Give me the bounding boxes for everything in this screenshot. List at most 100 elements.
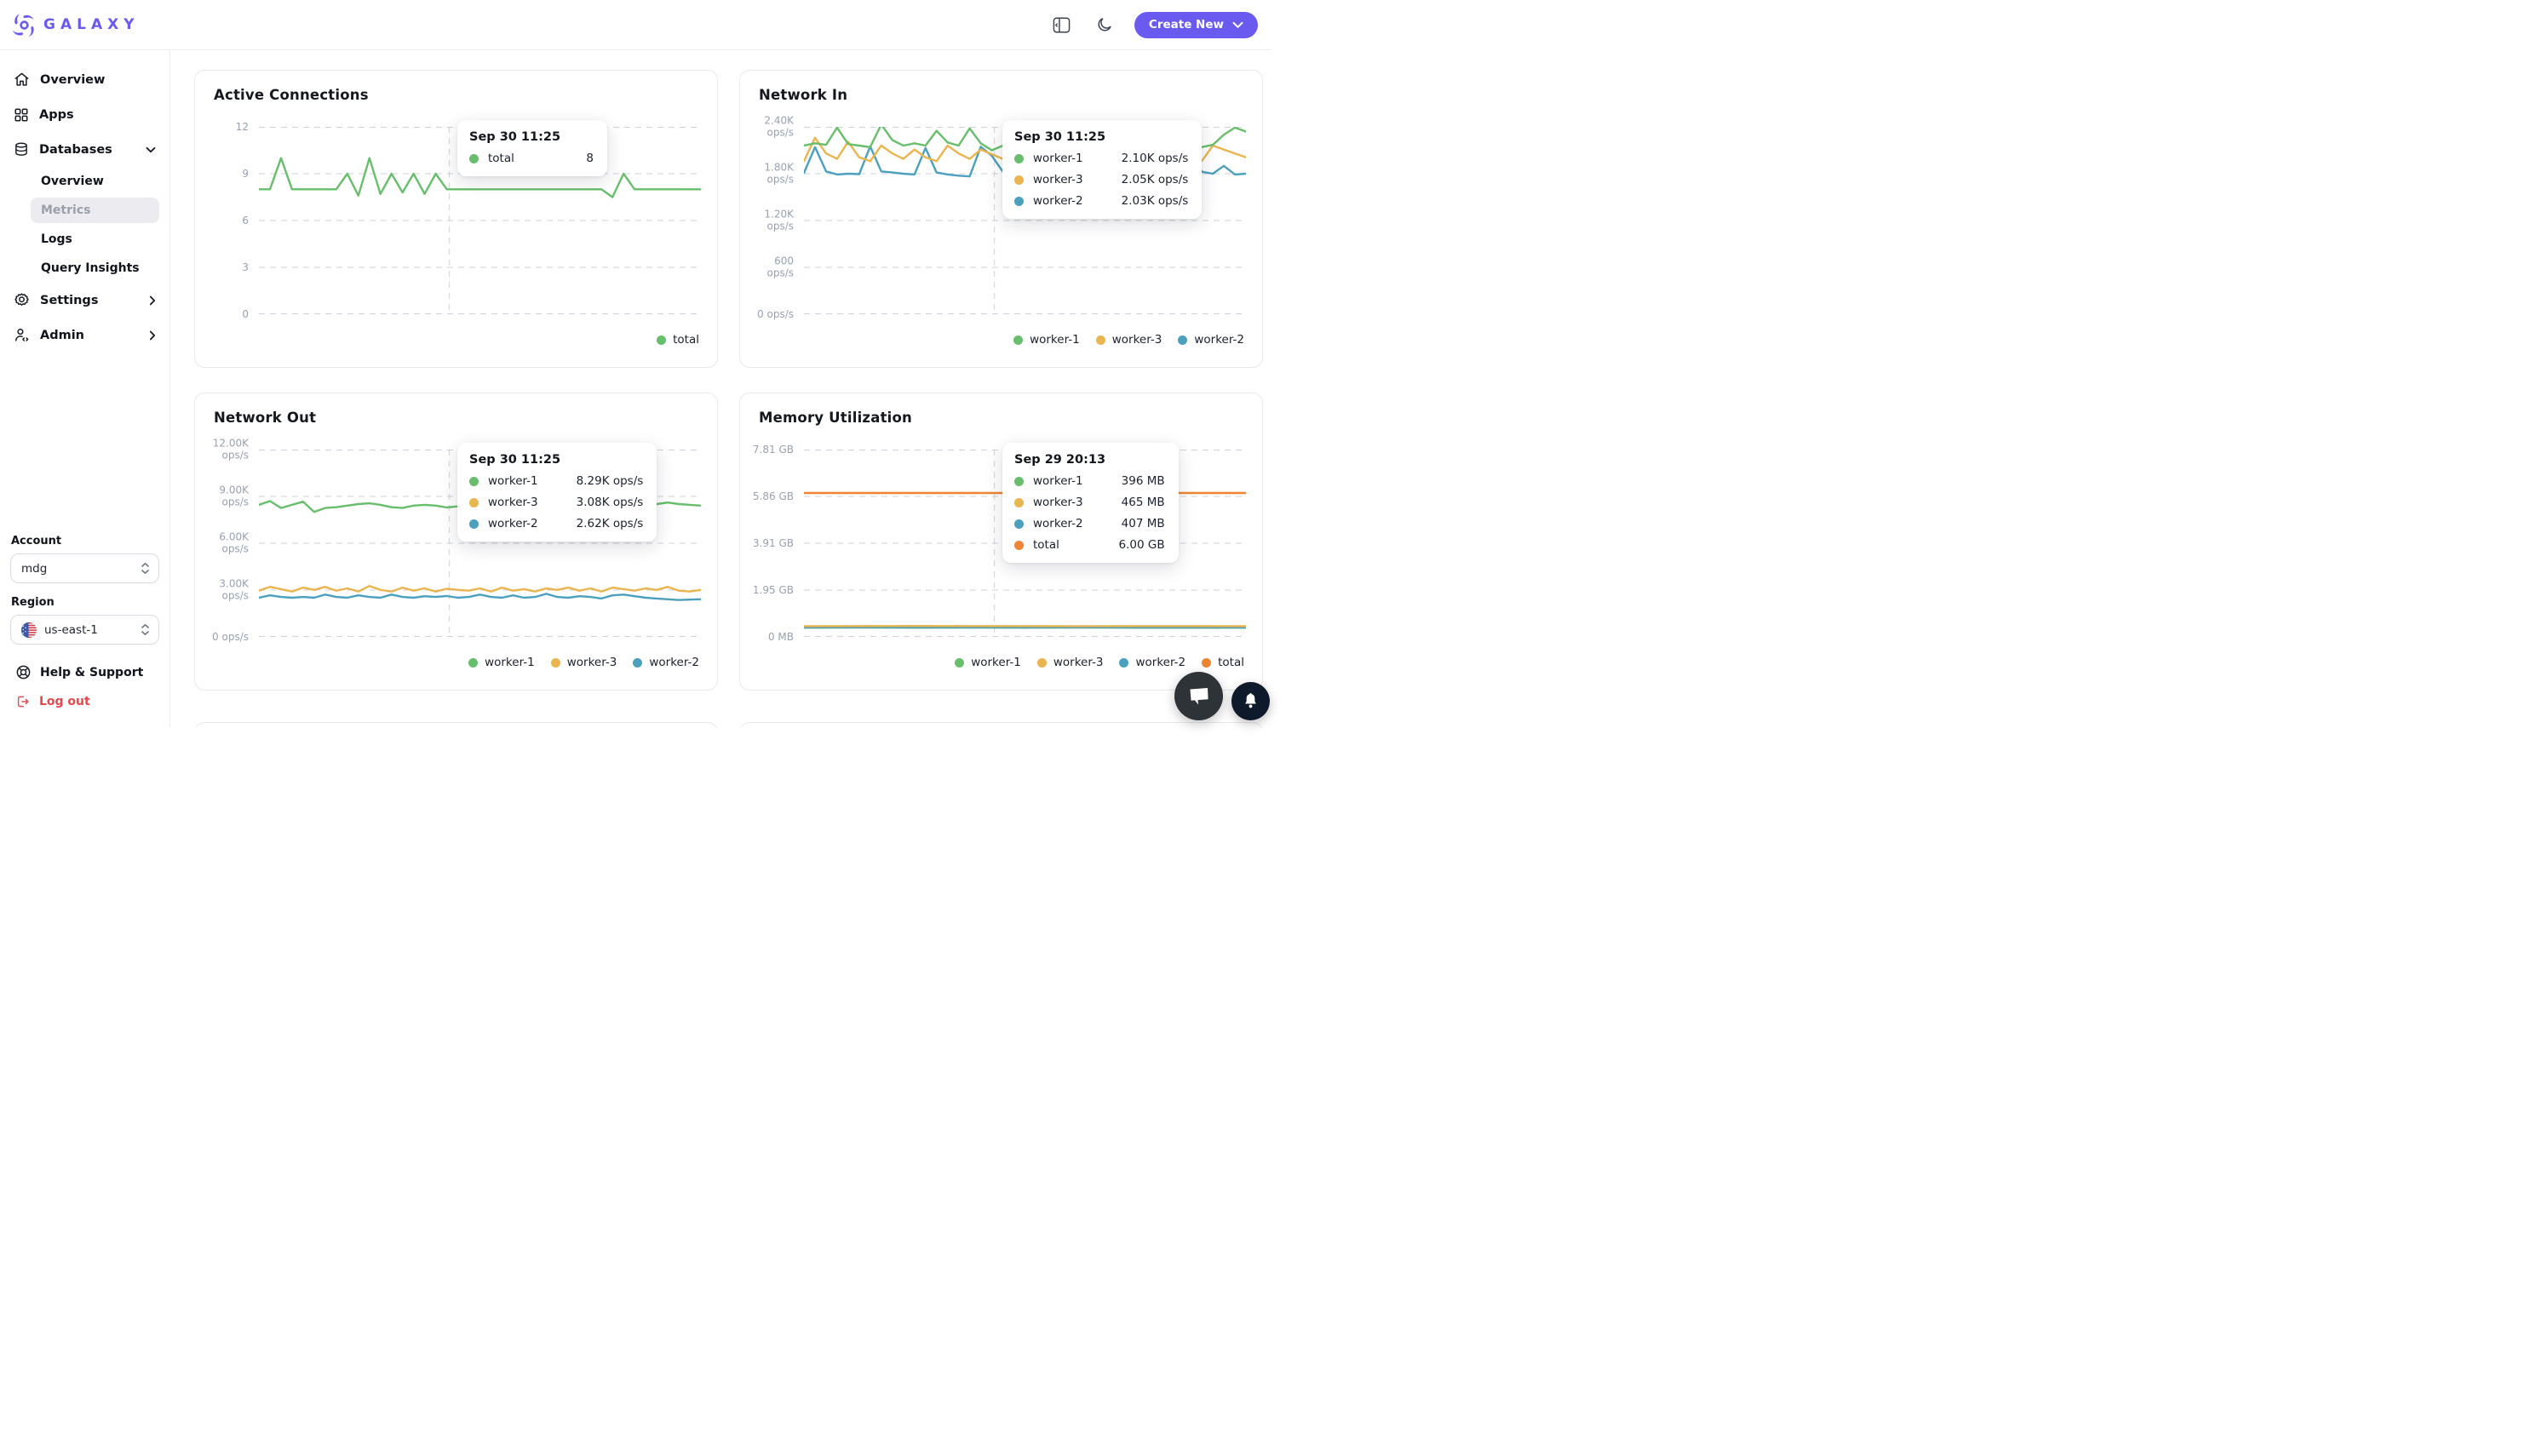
tooltip-series-label: worker-1 xyxy=(1033,474,1083,488)
chart-tooltip: Sep 30 11:25 worker-1 2.10K ops/s worker-3 2… xyxy=(1002,120,1203,219)
chart-title: Network In xyxy=(759,87,848,103)
create-new-label: Create New xyxy=(1148,18,1224,32)
tooltip-series-dot xyxy=(1014,196,1024,206)
sidebar-item-databases[interactable]: Databases xyxy=(0,132,169,167)
chevron-right-icon xyxy=(149,295,156,306)
sidebar-item-admin[interactable]: Admin xyxy=(0,318,169,353)
tooltip-series-dot xyxy=(469,497,479,507)
y-tick-label: 3 xyxy=(242,261,249,273)
logout-label: Log out xyxy=(39,695,90,708)
legend-item[interactable]: total xyxy=(657,333,699,347)
chart-legend: worker-1 worker-3 worker-2 total xyxy=(955,656,1244,669)
tooltip-row: worker-1 2.10K ops/s xyxy=(1014,152,1188,165)
sidebar-subitem-db-metrics[interactable]: Metrics xyxy=(31,198,159,223)
sidebar-item-label: Apps xyxy=(39,107,74,122)
y-tick-label: 9.00K ops/s xyxy=(219,484,249,508)
y-tick-label: 0 xyxy=(242,307,249,320)
dark-mode-toggle[interactable] xyxy=(1092,12,1117,37)
legend-dot xyxy=(550,657,560,668)
logout-link[interactable]: Log out xyxy=(10,687,159,716)
sidebar-item-label: Settings xyxy=(40,293,99,307)
chart-card-active-connections: Active Connections 12 9 6 3 0 Sep 30 11:25 to… xyxy=(194,70,718,368)
sidebar-subitem-db-query-insights[interactable]: Query Insights xyxy=(31,255,159,281)
notifications-button[interactable] xyxy=(1231,682,1270,720)
tooltip-series-value: 2.03K ops/s xyxy=(1121,194,1189,208)
chart-plot[interactable] xyxy=(259,127,701,314)
tooltip-series-label: worker-1 xyxy=(1033,152,1083,165)
tooltip-series-value: 6.00 GB xyxy=(1118,538,1165,552)
y-tick-label: 12.00K ops/s xyxy=(212,437,249,461)
legend-item[interactable]: worker-1 xyxy=(468,656,535,669)
chart-card-network-out: Network Out 12.00K ops/s 9.00K ops/s 6.00K… xyxy=(194,393,718,691)
tooltip-series-label: total xyxy=(488,152,514,165)
legend-item[interactable]: worker-1 xyxy=(1013,333,1080,347)
legend-item[interactable]: worker-3 xyxy=(1095,333,1162,347)
panel-collapse-icon xyxy=(1053,17,1071,33)
tooltip-timestamp: Sep 30 11:25 xyxy=(469,130,561,144)
region-value: us-east-1 xyxy=(44,622,98,637)
legend-dot xyxy=(657,335,667,345)
card-stub xyxy=(194,722,718,728)
sidebar-subitem-db-overview[interactable]: Overview xyxy=(31,169,159,194)
legend-item[interactable]: worker-2 xyxy=(1119,656,1185,669)
y-axis-labels: 12 9 6 3 0 xyxy=(195,121,249,320)
y-tick-label: 0 ops/s xyxy=(212,630,249,643)
tooltip-timestamp: Sep 30 11:25 xyxy=(469,453,561,467)
y-tick-label: 9 xyxy=(242,167,249,180)
legend-item[interactable]: worker-2 xyxy=(633,656,699,669)
legend-label: worker-3 xyxy=(1111,333,1162,347)
gear-icon xyxy=(14,292,30,308)
y-tick-label: 1.95 GB xyxy=(752,583,794,596)
feedback-chat-button[interactable] xyxy=(1174,672,1223,720)
legend-item[interactable]: worker-2 xyxy=(1178,333,1244,347)
tooltip-series-value: 407 MB xyxy=(1121,517,1165,530)
brand-logo[interactable]: GALAXY xyxy=(13,14,140,37)
moon-icon xyxy=(1096,16,1113,33)
select-updown-icon xyxy=(141,562,150,575)
y-tick-label: 12 xyxy=(235,120,249,133)
legend-label: worker-1 xyxy=(1030,333,1080,347)
y-tick-label: 0 MB xyxy=(767,630,794,643)
main-content: Active Connections 12 9 6 3 0 Sep 30 11:25 to… xyxy=(170,50,1272,728)
account-select[interactable]: mdg xyxy=(10,553,159,583)
tooltip-series-dot xyxy=(1014,497,1024,507)
tooltip-row: worker-2 2.62K ops/s xyxy=(469,517,643,530)
sidebar-item-label: Databases xyxy=(39,142,112,157)
legend-item[interactable]: worker-3 xyxy=(550,656,617,669)
chart-card-memory-utilization: Memory Utilization 7.81 GB 5.86 GB 3.91 GB… xyxy=(739,393,1263,691)
tooltip-series-dot xyxy=(469,519,479,529)
chart-card-network-in: Network In 2.40K ops/s 1.80K ops/s 1.20K o… xyxy=(739,70,1263,368)
tooltip-row: worker-2 2.03K ops/s xyxy=(1014,194,1188,208)
chart-title: Network Out xyxy=(214,410,317,426)
y-tick-label: 3.00K ops/s xyxy=(219,577,249,602)
admin-user-icon xyxy=(14,327,30,343)
legend-item[interactable]: worker-3 xyxy=(1036,656,1103,669)
region-select[interactable]: us-east-1 xyxy=(10,615,159,645)
legend-dot xyxy=(1095,335,1105,345)
legend-label: worker-2 xyxy=(1194,333,1244,347)
collapse-sidebar-button[interactable] xyxy=(1049,12,1075,37)
legend-item[interactable]: worker-1 xyxy=(955,656,1021,669)
legend-label: total xyxy=(673,333,699,347)
sidebar-item-settings[interactable]: Settings xyxy=(0,283,169,318)
brand-name: GALAXY xyxy=(43,16,140,33)
tooltip-series-dot xyxy=(1014,476,1024,486)
sidebar-subitem-db-logs[interactable]: Logs xyxy=(31,226,159,252)
tooltip-series-label: worker-2 xyxy=(1033,194,1083,208)
bell-icon xyxy=(1243,692,1259,710)
help-support-link[interactable]: Help & Support xyxy=(10,657,159,687)
legend-label: worker-3 xyxy=(566,656,617,669)
y-tick-label: 6.00K ops/s xyxy=(219,530,249,555)
sidebar-item-overview[interactable]: Overview xyxy=(0,62,169,97)
tooltip-series-value: 8 xyxy=(586,152,594,165)
y-tick-label: 7.81 GB xyxy=(752,443,794,456)
tooltip-row: worker-3 465 MB xyxy=(1014,496,1165,509)
legend-label: worker-2 xyxy=(649,656,699,669)
create-new-button[interactable]: Create New xyxy=(1134,11,1258,38)
chart-title: Active Connections xyxy=(214,87,369,103)
y-tick-label: 600 ops/s xyxy=(766,255,794,279)
chat-bubble-icon xyxy=(1188,686,1210,707)
sidebar-item-apps[interactable]: Apps xyxy=(0,97,169,132)
legend-item[interactable]: total xyxy=(1202,656,1244,669)
account-value: mdg xyxy=(21,561,48,576)
